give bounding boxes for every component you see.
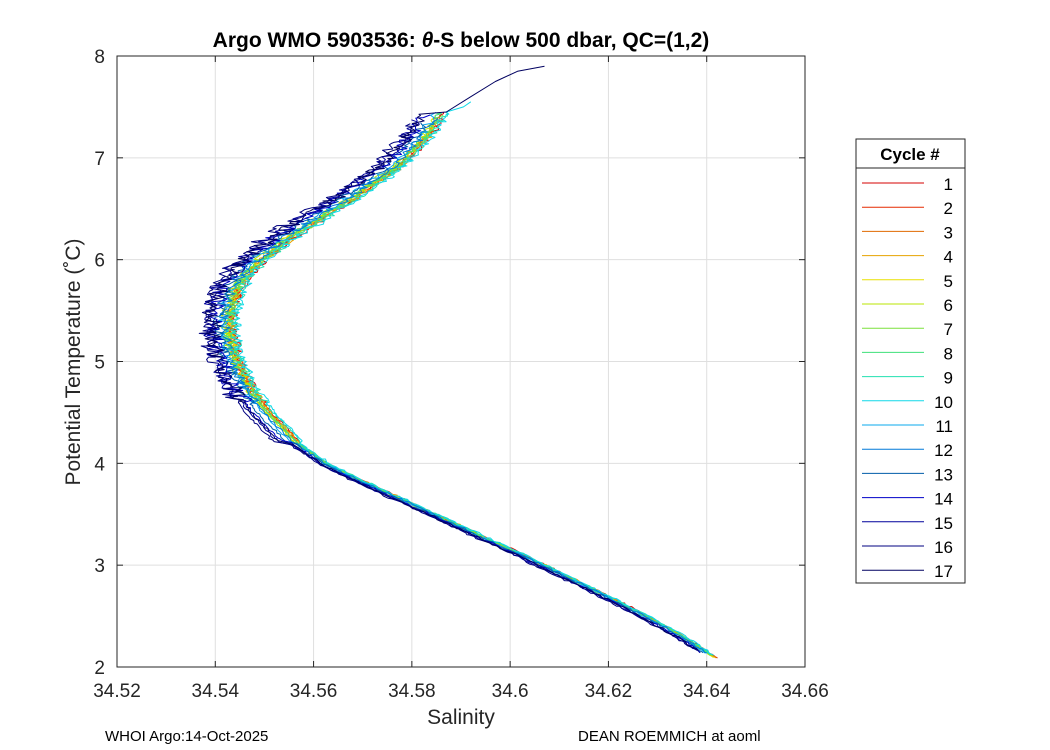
legend-entry-label: 12: [934, 441, 953, 460]
legend-entry-label: 10: [934, 393, 953, 412]
legend-entry-label: 2: [944, 199, 953, 218]
legend-entry-label: 1: [944, 175, 953, 194]
footer-left: WHOI Argo:14-Oct-2025: [105, 728, 268, 745]
legend-entry-label: 14: [934, 490, 953, 509]
x-tick-label: 34.6: [492, 681, 529, 702]
x-tick-label: 34.52: [93, 681, 141, 702]
x-tick-label: 34.58: [388, 681, 436, 702]
legend-entry-label: 6: [944, 296, 953, 315]
y-tick-label: 5: [94, 353, 105, 374]
cycle-17-trace: [204, 65, 699, 651]
cycle-10-trace: [231, 101, 714, 656]
x-axis-label: Salinity: [427, 706, 495, 729]
legend-box: [855, 138, 966, 584]
cycle-16-trace: [198, 123, 698, 651]
y-tick-label: 7: [94, 149, 105, 170]
chart-title: Argo WMO 5903536: θ-S below 500 dbar, QC…: [213, 29, 710, 52]
profile-traces: [198, 65, 718, 659]
legend-entry-label: 5: [944, 272, 953, 291]
legend-entry-label: 8: [944, 344, 953, 363]
y-tick-label: 3: [94, 556, 105, 577]
legend-entry-label: 13: [934, 465, 953, 484]
y-tick-label: 4: [94, 454, 105, 475]
legend-entry-label: 9: [944, 369, 953, 388]
x-tick-label: 34.66: [781, 681, 829, 702]
legend-entry-label: 17: [934, 562, 953, 581]
footer-right: DEAN ROEMMICH at aoml: [578, 728, 761, 745]
legend-title: Cycle #: [880, 145, 940, 164]
x-tick-label: 34.64: [683, 681, 731, 702]
y-tick-label: 8: [94, 47, 105, 68]
legend-entry-label: 11: [935, 417, 953, 436]
axis-ticks: 34.52 34.54 34.56 34.58 34.6 34.62 34.64 34.66 2…: [93, 47, 829, 702]
legend-entry-label: 15: [934, 514, 953, 533]
y-tick-label: 6: [94, 251, 105, 272]
x-tick-label: 34.54: [192, 681, 240, 702]
legend-entry-label: 16: [934, 538, 953, 557]
x-tick-label: 34.62: [585, 681, 633, 702]
y-axis-label: Potential Temperature (˚C): [62, 238, 85, 485]
legend-entry-label: 7: [944, 320, 953, 339]
y-tick-label: 2: [94, 658, 105, 679]
legend-entry-label: 3: [944, 223, 953, 242]
x-tick-label: 34.56: [290, 681, 338, 702]
legend-entry-label: 4: [944, 248, 953, 267]
